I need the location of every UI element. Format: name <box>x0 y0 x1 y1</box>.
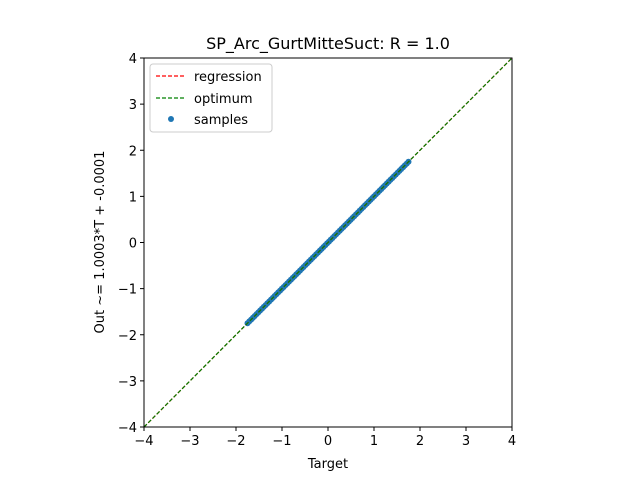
legend-regression-label: regression <box>194 70 262 85</box>
y-tick-label: −3 <box>118 375 137 390</box>
y-tick-label: −1 <box>118 283 137 298</box>
x-tick-label: 0 <box>324 434 332 449</box>
y-tick-label: −2 <box>118 329 137 344</box>
y-tick-label: 1 <box>129 190 137 205</box>
optimum-line <box>144 58 512 427</box>
x-tick-label: 2 <box>416 434 424 449</box>
x-axis-label: Target <box>307 457 348 472</box>
x-tick-label: −2 <box>226 434 245 449</box>
y-tick-label: 2 <box>129 144 137 159</box>
x-tick-label: −4 <box>134 434 153 449</box>
x-tick-label: 3 <box>462 434 470 449</box>
x-axis: −4 −3 −2 −1 0 1 2 3 4 <box>134 427 516 449</box>
x-tick-label: 1 <box>370 434 378 449</box>
y-tick-label: 0 <box>129 237 137 252</box>
legend-samples-swatch <box>168 116 174 122</box>
chart-title: SP_Arc_GurtMitteSuct: R = 1.0 <box>206 34 450 54</box>
legend-box <box>149 63 273 133</box>
y-tick-label: 4 <box>129 52 137 67</box>
legend-optimum-label: optimum <box>194 92 252 107</box>
plot-area <box>144 58 512 427</box>
legend: regression optimum samples <box>149 63 273 133</box>
y-axis-label: Out ~= 1.0003*T + -0.0001 <box>93 151 108 334</box>
y-tick-label: −4 <box>118 421 137 436</box>
legend-samples-label: samples <box>194 113 248 128</box>
x-tick-label: 4 <box>508 434 516 449</box>
x-tick-label: −1 <box>272 434 291 449</box>
y-axis: −4 −3 −2 −1 0 1 2 3 4 <box>118 52 144 436</box>
y-tick-label: 3 <box>129 98 137 113</box>
x-tick-label: −3 <box>180 434 199 449</box>
